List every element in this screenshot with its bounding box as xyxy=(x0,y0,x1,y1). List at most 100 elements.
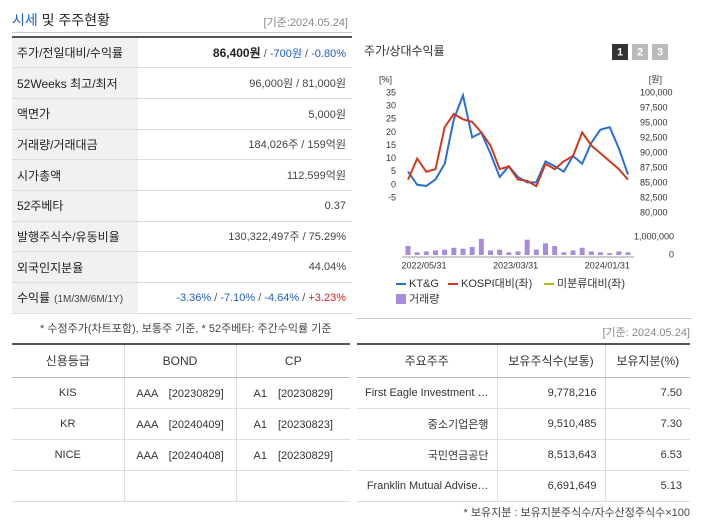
x-tick-label: 2022/05/31 xyxy=(401,260,446,270)
volume-bar xyxy=(405,246,411,255)
tab-label: 2 xyxy=(637,46,643,58)
label-cell: 거래량/거래대금 xyxy=(12,129,138,161)
value: -0.80% xyxy=(311,48,346,61)
y2-tick-label: 80,000 xyxy=(640,207,668,217)
header-cell: 주요주주 xyxy=(357,344,497,378)
date: [기준:2024.05.24] xyxy=(263,17,348,29)
cell: First Eagle Investment … xyxy=(357,377,497,409)
row: 중소기업은행 9,510,485 7.30 xyxy=(357,408,690,440)
cell: 9,510,485 xyxy=(496,408,605,440)
label: 52주베타 xyxy=(17,199,64,214)
header-cell: 신용등급 xyxy=(12,344,124,378)
legend-swatch xyxy=(396,294,406,304)
y-tick-label: 20 xyxy=(386,127,396,137)
cell: AAA [20230829] xyxy=(123,377,236,409)
y-tick-label: 35 xyxy=(386,87,396,97)
title-rest: 및 주주현황 xyxy=(41,12,110,28)
volume-bar xyxy=(616,251,622,255)
y2-tick-label: 92,500 xyxy=(640,132,668,142)
row: 외국인지분율 44.04% xyxy=(12,251,352,283)
volume-bar xyxy=(469,246,475,255)
y2-tick-label: 97,500 xyxy=(640,102,668,112)
label: 거래량/거래대금 xyxy=(17,137,98,152)
cell: 5.13 xyxy=(604,470,690,502)
volume-bar xyxy=(451,247,457,255)
value: 112,599억원 xyxy=(286,170,346,183)
value-cell: 130,322,497주 / 75.29% xyxy=(138,221,352,253)
title-main: 시세 xyxy=(12,12,38,28)
chart-title: 주가/상대수익률 xyxy=(364,44,445,58)
label-cell: 시가총액 xyxy=(12,159,138,191)
y-tick-label: 10 xyxy=(386,153,396,163)
value: / xyxy=(301,48,312,61)
y2-tick-label: 85,000 xyxy=(640,177,668,187)
y2-tick-label: 95,000 xyxy=(640,117,668,127)
label: 52Weeks 최고/최저 xyxy=(17,76,118,91)
volume-bar xyxy=(414,252,420,255)
row: 52주베타 0.37 xyxy=(12,190,352,222)
cell: Franklin Mutual Advise… xyxy=(357,470,497,502)
label: 외국인지분율 xyxy=(17,260,84,275)
cell: 9,778,216 xyxy=(496,377,605,409)
header-cell: 보유지분(%) xyxy=(604,344,690,378)
volume-bar xyxy=(460,248,466,255)
cell: 7.30 xyxy=(604,408,690,440)
cell: 7.50 xyxy=(604,377,690,409)
label: 시가총액 xyxy=(17,168,62,183)
value: -3.36% xyxy=(176,291,212,304)
series-line xyxy=(407,112,629,188)
label: 액면가 xyxy=(17,107,51,122)
cell: 8,513,643 xyxy=(496,439,605,471)
volume-bar xyxy=(488,250,493,255)
volume-bar xyxy=(497,249,503,255)
value-cell: 96,000원 / 81,000원 xyxy=(138,67,352,99)
volume-tick-label: 0 xyxy=(669,249,674,259)
y-tick-label: -5 xyxy=(388,192,396,202)
value-cell: 112,599억원 xyxy=(138,159,352,191)
volume-bar xyxy=(433,250,438,255)
label: 주가/전일대비/수익률 xyxy=(17,46,124,61)
x-tick-label: 2024/01/31 xyxy=(585,260,630,270)
tab-label: 3 xyxy=(657,46,663,58)
value-cell: -3.36% / -7.10% / -4.64% / +3.23% xyxy=(138,282,352,314)
value-cell: 5,000원 xyxy=(138,98,352,130)
legend-label: KOSPI대비(좌) xyxy=(461,277,532,290)
volume-bar xyxy=(588,251,594,255)
value: 96,000원 / 81,000원 xyxy=(249,78,346,91)
value: / xyxy=(260,48,270,61)
volume-bar xyxy=(543,243,548,255)
chart: 주가/상대수익률 [%] [원] 35302520151050-5100,000… xyxy=(364,44,674,305)
value: 0.37 xyxy=(324,199,346,212)
cell: 6.53 xyxy=(604,439,690,471)
row: Franklin Mutual Advise… 6,691,649 5.13 xyxy=(357,470,690,502)
row: KIS AAA [20230829] A1 [20230829] xyxy=(12,377,350,409)
value: / xyxy=(255,291,265,304)
volume-bar xyxy=(515,251,521,255)
volume-bar xyxy=(506,252,512,255)
value: -4.64% xyxy=(264,291,300,304)
label-cell: 주가/전일대비/수익률 xyxy=(12,37,138,69)
volume-bar xyxy=(625,252,631,255)
y-tick-label: 5 xyxy=(391,166,396,176)
row: First Eagle Investment … 9,778,216 7.50 xyxy=(357,377,690,409)
value-cell: 0.37 xyxy=(138,190,352,222)
cell: 6,691,649 xyxy=(496,470,605,502)
value: 44.04% xyxy=(308,261,346,274)
section-title: 시세 및 주주현황 xyxy=(12,10,110,30)
holders-date: [기준: 2024.05.24] xyxy=(602,327,690,339)
label-cell: 발행주식수/유동비율 xyxy=(12,221,138,253)
row: 국민연금공단 8,513,643 6.53 xyxy=(357,439,690,471)
tab-label: 1 xyxy=(617,46,623,58)
row: 수익률 (1M/3M/6M/1Y) -3.36% / -7.10% / -4.64%… xyxy=(12,282,352,314)
volume-bar xyxy=(579,247,585,255)
value: / xyxy=(211,291,221,304)
series-line xyxy=(407,91,629,188)
tab xyxy=(652,44,668,60)
value-cell: 44.04% xyxy=(138,251,352,283)
cell: 중소기업은행 xyxy=(357,408,497,440)
volume-bar xyxy=(423,251,429,255)
cell: NICE xyxy=(12,439,124,471)
quote-table: 주가/전일대비/수익률 86,400원 / -700원 / -0.80% 52Wee… xyxy=(12,36,352,314)
volume-bar xyxy=(552,246,558,255)
